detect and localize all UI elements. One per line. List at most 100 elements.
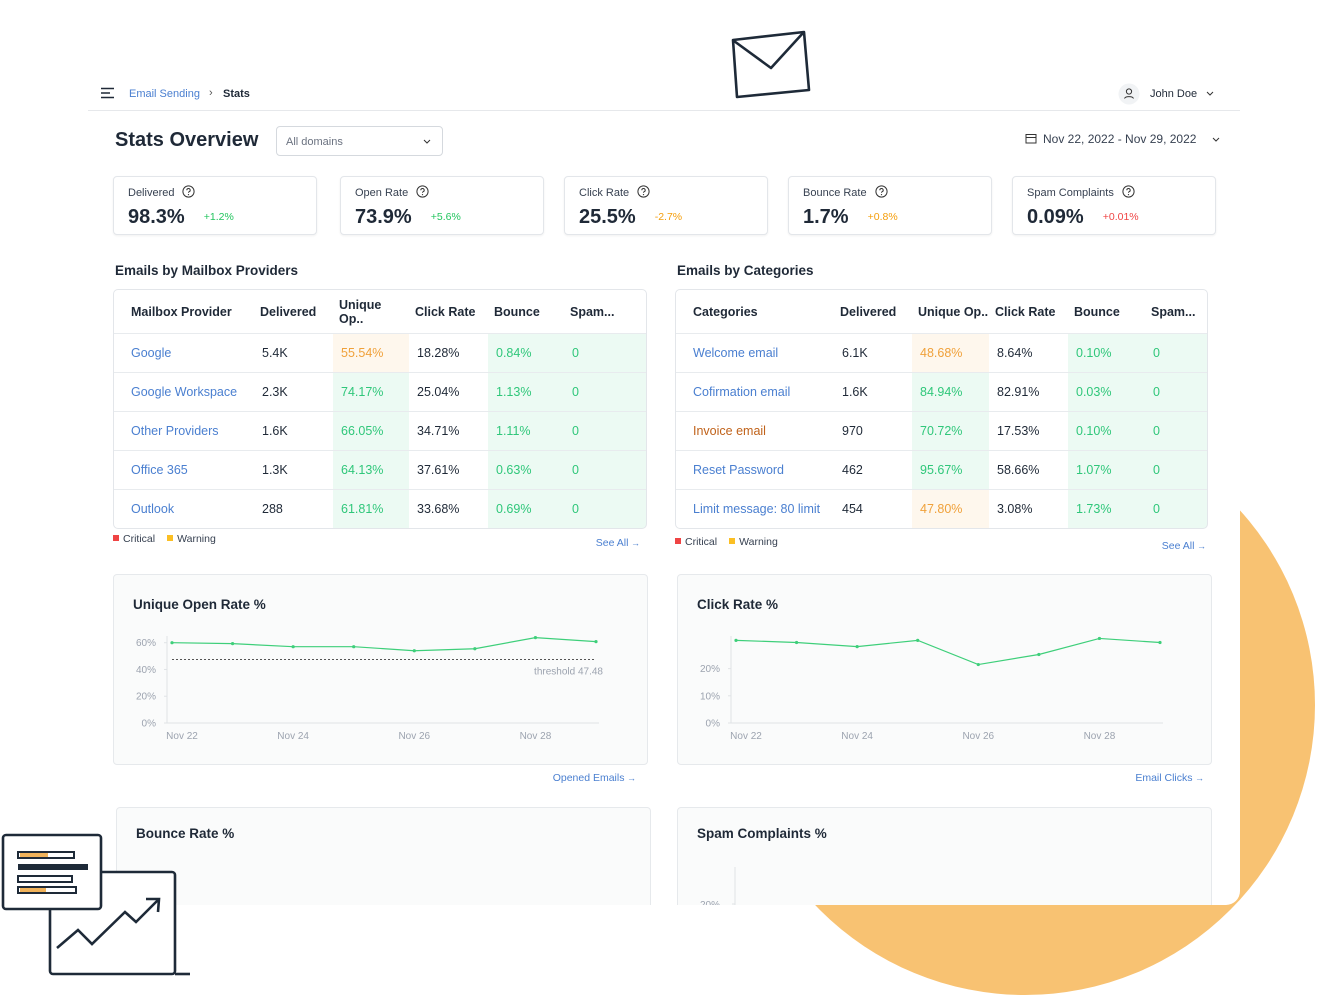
help-icon[interactable]: [416, 185, 429, 198]
x-tick-label: Nov 24: [841, 731, 873, 742]
help-icon[interactable]: [875, 185, 888, 198]
y-tick-label: 0%: [706, 719, 721, 730]
kpi-change: +1.2%: [203, 211, 234, 223]
kpi-value: 0.09%: [1027, 206, 1084, 228]
kpi-label: Click Rate: [579, 187, 630, 199]
chart-card: Unique Open Rate % 0% 20% 40% 60% Nov 22 Nov 2…: [113, 574, 648, 765]
y-tick-label: 40%: [136, 665, 156, 676]
chart-title: Click Rate %: [697, 597, 778, 612]
y-tick-label: 0%: [142, 719, 157, 730]
see-all-link[interactable]: See All: [1162, 539, 1206, 553]
legend-swatch: [113, 535, 119, 541]
row-link[interactable]: Office 365: [114, 450, 254, 490]
user-name[interactable]: John Doe: [1150, 88, 1198, 100]
table-cell: 462: [834, 450, 912, 490]
chart-title: Bounce Rate %: [136, 826, 234, 841]
table-row: Google 5.4K 55.54% 18.28% 0.84% 0: [114, 333, 646, 373]
row-link[interactable]: Limit message: 80 limit: [676, 489, 834, 528]
help-icon[interactable]: [637, 185, 650, 198]
table-cell: 48.68%: [912, 333, 989, 373]
data-point: [533, 636, 538, 640]
table-cell: 82.91%: [989, 372, 1068, 412]
chart-link[interactable]: Opened Emails: [553, 771, 636, 785]
chevron: [423, 139, 431, 144]
table-cell: 5.4K: [254, 333, 333, 373]
data-point: [976, 662, 980, 667]
legend-swatch: [729, 538, 736, 544]
data-point: [230, 642, 235, 646]
user-avatar[interactable]: [1118, 83, 1140, 105]
row-link[interactable]: Google Workspace: [114, 372, 254, 412]
table-cell: 288: [254, 489, 333, 528]
table-cell: 0: [1145, 411, 1207, 451]
row-link[interactable]: Cofirmation email: [676, 372, 834, 412]
column-header: Bounce: [494, 304, 540, 319]
table-row: Welcome email 6.1K 48.68% 8.64% 0.10% 0: [676, 333, 1207, 373]
chart-card: Click Rate % 0% 10% 20% Nov 22 Nov 24 Nov 26 No…: [677, 574, 1212, 765]
menu-icon[interactable]: [100, 87, 116, 99]
table-cell: 55.54%: [333, 333, 409, 373]
legend-label: Critical: [685, 536, 718, 548]
table-cell: 0: [564, 489, 646, 528]
table-cell: 1.6K: [254, 411, 333, 451]
data-point: [412, 649, 416, 653]
table-cell: 1.11%: [488, 411, 564, 451]
legend-label: Warning: [177, 533, 216, 545]
legend-swatch: [167, 535, 174, 541]
column-header: Mailbox Provider: [131, 304, 232, 319]
header-divider: [88, 110, 1240, 111]
kpi-value: 98.3%: [128, 206, 185, 228]
header-row: Mailbox Provider Delivered Unique Op.. Clic…: [114, 290, 646, 334]
row-link[interactable]: Welcome email: [676, 333, 834, 373]
table-cell: 0: [1145, 372, 1207, 412]
table-cell: 1.07%: [1068, 450, 1145, 490]
data-point: [352, 645, 356, 649]
table-cell: 18.28%: [409, 333, 488, 373]
chart-card: Bounce Rate %: [116, 807, 651, 905]
table-cell: 47.80%: [912, 489, 989, 528]
date-range[interactable]: Nov 22, 2022 - Nov 29, 2022: [1043, 132, 1197, 146]
x-tick-label: Nov 26: [398, 731, 430, 742]
table-cell: 95.67%: [912, 450, 989, 490]
row-link[interactable]: Other Providers: [114, 411, 254, 451]
kpi-label: Spam Complaints: [1027, 187, 1114, 199]
breadcrumb-link[interactable]: Email Sending: [129, 88, 200, 100]
column-header: Delivered: [840, 304, 897, 319]
table-cell: 61.81%: [333, 489, 409, 528]
x-tick-label: Nov 26: [962, 731, 994, 742]
x-tick-label: Nov 22: [166, 731, 198, 742]
data-point: [473, 647, 477, 651]
row-link[interactable]: Google: [114, 333, 254, 373]
kpi-card: Open Rate 73.9% +5.6%: [340, 176, 544, 235]
chart: Spam Complaints % 20%: [697, 826, 827, 905]
table-cell: 17.53%: [989, 411, 1068, 451]
help-icon[interactable]: [182, 185, 196, 198]
data-point: [170, 641, 174, 645]
chart: Bounce Rate %: [136, 826, 234, 841]
row-link[interactable]: Reset Password: [676, 450, 834, 490]
y-tick-label: 20%: [700, 664, 720, 675]
kpi-value: 1.7%: [803, 206, 849, 228]
row-link[interactable]: Invoice email: [676, 411, 834, 451]
table-row: Invoice email 970 70.72% 17.53% 0.10% 0: [676, 411, 1207, 451]
see-all-link[interactable]: See All: [596, 536, 640, 550]
domain-select[interactable]: All domains: [276, 126, 443, 156]
column-header: Spam...: [570, 304, 615, 319]
row-link[interactable]: Outlook: [114, 489, 254, 528]
content: Email Sending › Stats John Doe Stats Ove…: [0, 0, 1240, 905]
chart-title: Unique Open Rate %: [133, 597, 266, 612]
column-header: Spam...: [1151, 304, 1196, 319]
chart-link[interactable]: Email Clicks: [1135, 771, 1204, 785]
kpi-card: Bounce Rate 1.7% +0.8%: [788, 176, 992, 235]
table-cell: 6.1K: [834, 333, 912, 373]
table-cell: 454: [834, 489, 912, 528]
line-series: [171, 637, 597, 652]
table-cell: 33.68%: [409, 489, 488, 528]
table-cell: 37.61%: [409, 450, 488, 490]
kpi-value: 25.5%: [579, 206, 636, 228]
table-cell: 1.73%: [1068, 489, 1145, 528]
help-icon[interactable]: [1122, 185, 1135, 198]
header-row: Categories Delivered Unique Op.. Click Rate…: [676, 290, 1207, 334]
kpi-card: Spam Complaints 0.09% +0.01%: [1012, 176, 1216, 235]
